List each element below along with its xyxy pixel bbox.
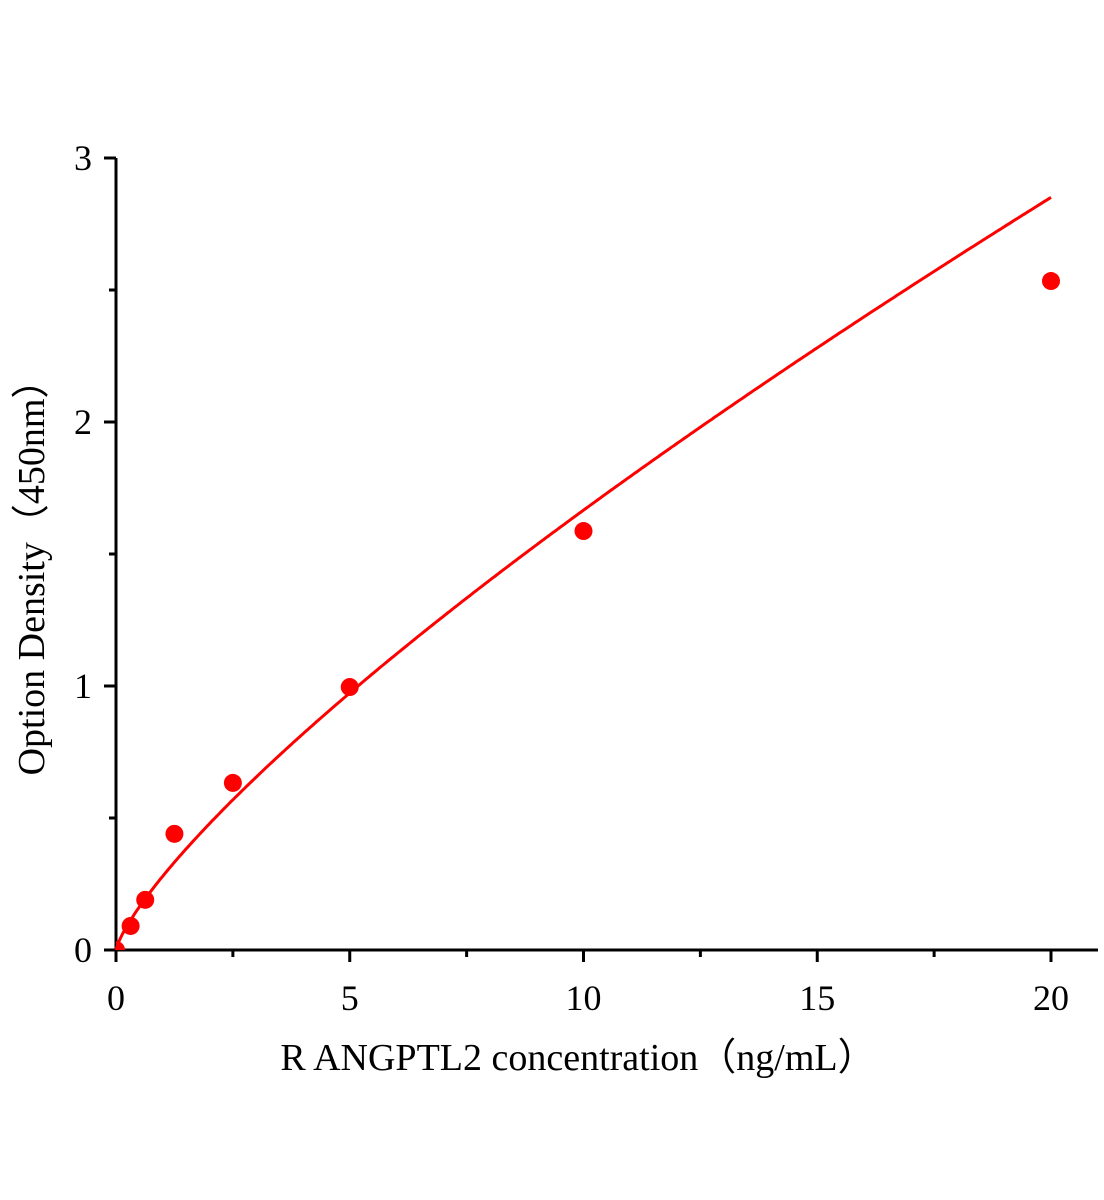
- y-tick-label: 1: [74, 666, 92, 706]
- x-tick-label: 15: [799, 978, 835, 1018]
- fit-curve: [114, 196, 1052, 951]
- x-axis-title: R ANGPTL2 concentration（ng/mL）: [280, 1037, 875, 1079]
- y-axis-title: Option Density（450nm）: [11, 361, 53, 776]
- x-tick-label: 5: [341, 978, 359, 1018]
- tick-labels: 0 5 10 15 20 0 1 2 3: [74, 138, 1069, 1018]
- data-point: [121, 916, 140, 935]
- data-point: [1042, 272, 1060, 291]
- data-point: [165, 824, 184, 843]
- y-tick-label: 2: [74, 402, 92, 442]
- axes: [104, 156, 1098, 962]
- data-point: [223, 773, 242, 792]
- data-point: [574, 522, 593, 541]
- y-tick-label: 3: [74, 138, 92, 178]
- data-point: [340, 678, 359, 697]
- data-point: [136, 890, 155, 909]
- data-point: [116, 941, 125, 950]
- x-tick-label: 0: [107, 978, 125, 1018]
- data-points-layer: [116, 272, 1060, 950]
- y-tick-label: 0: [74, 930, 92, 970]
- x-tick-label: 20: [1033, 978, 1069, 1018]
- fit-curve-layer: [114, 196, 1052, 951]
- x-tick-label: 10: [566, 978, 602, 1018]
